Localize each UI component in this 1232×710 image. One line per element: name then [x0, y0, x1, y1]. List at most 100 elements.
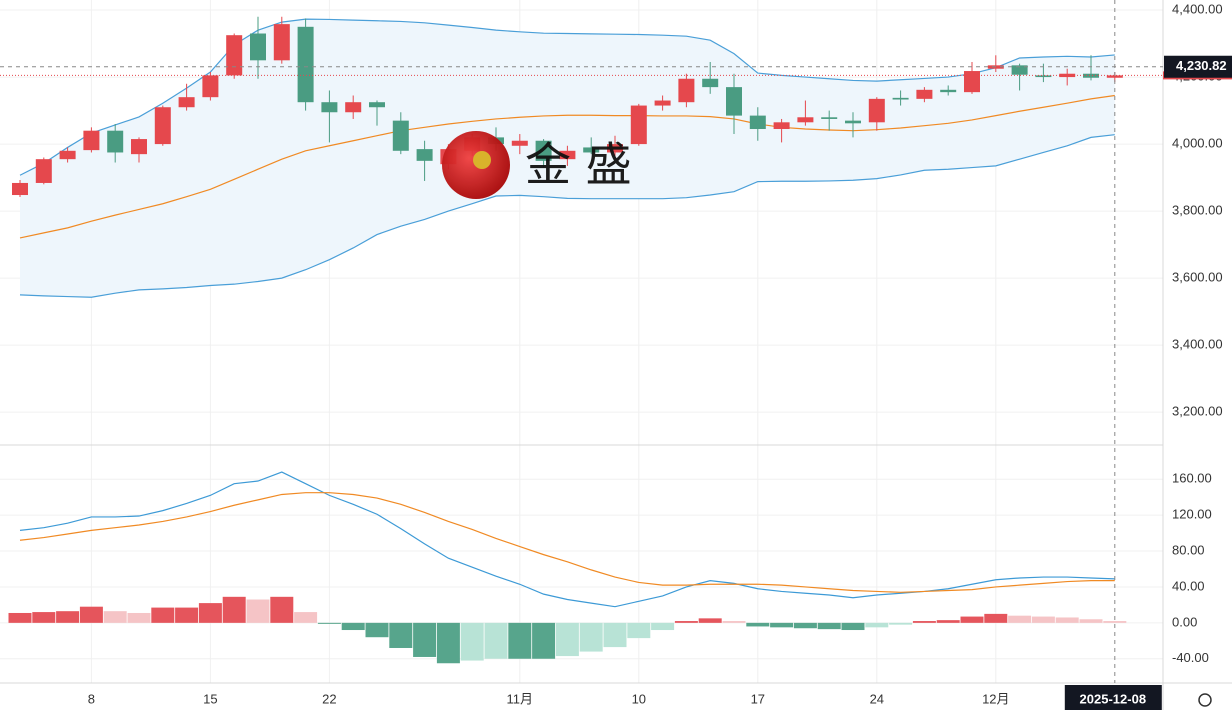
candle-body [131, 139, 147, 155]
macd-bar [56, 611, 80, 623]
macd-bar [841, 622, 865, 631]
macd-bar [817, 622, 841, 630]
candle-body [845, 120, 861, 124]
candle-body [1106, 75, 1123, 78]
candle-body [583, 147, 600, 153]
macd-bar [1055, 617, 1079, 623]
candle-body [535, 140, 552, 161]
macd-bar [674, 621, 698, 623]
macd-bar [246, 599, 270, 623]
macd-bar [79, 606, 103, 623]
crosshair-price-label: 4,230.82 [1176, 58, 1227, 73]
candle-body [1083, 73, 1099, 78]
candle-body [250, 33, 266, 61]
candle-body [559, 150, 576, 160]
candle-body [12, 182, 28, 196]
y-tick-label: 3,400.00 [1172, 337, 1223, 352]
macd-bar [365, 622, 389, 638]
candle-body [964, 71, 980, 93]
macd-bar [222, 596, 246, 623]
macd-bar [103, 611, 127, 623]
candle-body [630, 105, 647, 145]
macd-bar [960, 616, 984, 623]
candle-body [702, 78, 719, 88]
macd-bar [1031, 616, 1055, 623]
y-tick-label: 3,800.00 [1172, 203, 1223, 218]
macd-bar [389, 622, 413, 648]
y-tick-label: 120.00 [1172, 507, 1212, 522]
macd-bar [698, 618, 722, 623]
candle-body [940, 89, 957, 93]
candle-body [607, 144, 623, 153]
settings-button[interactable] [1198, 693, 1212, 707]
candle-body [273, 24, 290, 61]
x-tick-label: 8 [88, 691, 95, 706]
macd-bar [579, 622, 603, 652]
x-tick-label: 17 [751, 691, 765, 706]
candle-body [392, 120, 409, 151]
macd-bar [436, 622, 460, 664]
macd-bar [984, 613, 1008, 623]
macd-bar [1079, 619, 1103, 623]
macd-bar [32, 612, 56, 623]
bollinger-middle [19, 94, 1115, 239]
candle-body [297, 26, 314, 103]
macd-bar [1008, 615, 1032, 623]
settings-icon[interactable] [1198, 693, 1212, 707]
y-tick-label: 40.00 [1172, 578, 1205, 593]
x-tick-label: 22 [322, 691, 336, 706]
macd-bar [770, 622, 794, 628]
candle-body [345, 102, 362, 113]
logo-dot [473, 151, 491, 169]
watermark-text: 金 盛 [525, 138, 632, 192]
macd-bar [413, 622, 437, 657]
candle-body [797, 117, 814, 123]
plot-layer [0, 16, 1163, 664]
macd-bar [746, 622, 770, 627]
x-tick-label: 15 [203, 691, 217, 706]
candle-body [1011, 65, 1028, 75]
y-tick-label: 0.00 [1172, 614, 1197, 629]
candle-body [773, 122, 790, 130]
candle-body [369, 102, 385, 108]
candle-body [107, 130, 124, 153]
macd-bar [270, 596, 294, 623]
macd-bar [912, 621, 936, 623]
macd-bar [603, 622, 627, 648]
candle-body [321, 102, 338, 113]
candle-body [916, 89, 933, 99]
macd-bar [175, 607, 199, 623]
candle-body [416, 149, 433, 161]
macd-bar [198, 603, 222, 623]
candle-body [511, 140, 528, 146]
crosshair-price-box [1164, 55, 1232, 78]
candle-body [202, 75, 219, 98]
macd-bar [627, 622, 651, 639]
macd-bar [1103, 621, 1127, 623]
macd-bar [317, 622, 341, 624]
macd-dea [19, 492, 1115, 593]
macd-bar [341, 622, 365, 631]
macd-bar [555, 622, 579, 657]
y-tick-label: 3,600.00 [1172, 270, 1223, 285]
candle-body [654, 100, 671, 106]
watermark: 金 盛 [442, 131, 632, 199]
y-tick-label: 80.00 [1172, 542, 1205, 557]
candle-body [178, 97, 195, 108]
macd-bar [127, 612, 151, 623]
candle-body [678, 78, 695, 103]
macd-bar [508, 622, 532, 659]
candle-body [154, 107, 171, 145]
macd-bar [460, 622, 484, 661]
candle-body [83, 130, 100, 151]
x-tick-label: 11月 [507, 691, 534, 706]
macd-bar [651, 622, 675, 631]
macd-bar [889, 622, 913, 625]
macd-bar [294, 612, 318, 623]
candle-body [1035, 75, 1052, 78]
y-tick-label: -40.00 [1172, 650, 1209, 665]
candle-body [868, 98, 885, 123]
macd-bar [936, 620, 960, 623]
macd-bar [484, 622, 508, 659]
candle-body [1059, 73, 1076, 78]
